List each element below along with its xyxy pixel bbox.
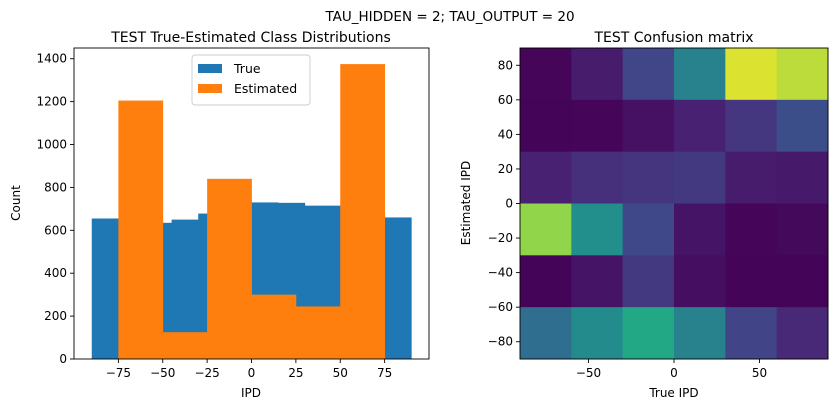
- histogram-x-tick-label: −75: [106, 366, 131, 380]
- heatmap-cell-r4-c3: [674, 255, 726, 308]
- heatmap-cell-r0-c5: [776, 48, 829, 101]
- histogram-bar-true-11: [384, 217, 412, 359]
- heatmap-cell-r3-c5: [776, 203, 829, 256]
- histogram-x-tick-label: −50: [150, 366, 175, 380]
- heatmap-y-tick-label: −40: [488, 266, 513, 280]
- heatmap-cell-r1-c4: [725, 99, 778, 153]
- heatmap-y-tick-label: 20: [498, 162, 513, 176]
- histogram-bar-estimated-4: [295, 306, 341, 359]
- heatmap-x-label: True IPD: [648, 386, 698, 400]
- histogram-y-tick-label: 0: [59, 352, 67, 366]
- heatmap-y-tick-label: −20: [488, 231, 513, 245]
- heatmap-x-tick-label: −50: [576, 366, 601, 380]
- heatmap-x-axis: −50 0 50: [576, 359, 767, 380]
- heatmap-x-tick-label: 50: [752, 366, 767, 380]
- heatmap-cell-r2-c3: [674, 151, 726, 204]
- heatmap-cell-r1-c0: [520, 99, 572, 153]
- heatmap-cell-r4-c4: [725, 255, 778, 308]
- heatmap-cell-r5-c4: [725, 307, 778, 360]
- histogram-bar-estimated-5: [340, 64, 386, 359]
- heatmap-cell-r4-c5: [776, 255, 829, 308]
- heatmap-cell-r2-c4: [725, 151, 778, 204]
- histogram-y-tick-label: 1000: [36, 138, 67, 152]
- histogram-bar-true-0: [91, 218, 119, 359]
- histogram-y-label: Count: [9, 185, 23, 221]
- legend-swatch-true: [198, 64, 222, 73]
- histogram-y-tick-label: 1400: [36, 52, 67, 66]
- histogram-y-axis: 0 200 400 600 800 1000 1200 1400: [36, 52, 74, 366]
- heatmap-cell-r0-c2: [622, 48, 675, 101]
- histogram-x-tick-label: 50: [333, 366, 348, 380]
- histogram-title: TEST True-Estimated Class Distributions: [110, 30, 391, 46]
- histogram-bar-estimated-2: [207, 178, 252, 359]
- heatmap-y-tick-label: 0: [505, 197, 513, 211]
- heatmap-y-tick-label: 60: [498, 93, 513, 107]
- histogram-x-tick-label: 25: [288, 366, 303, 380]
- histogram-bar-estimated-3: [251, 294, 297, 359]
- heatmap-cell-r2-c5: [776, 151, 829, 204]
- heatmap-cell-r3-c0: [520, 203, 572, 256]
- histogram-x-tick-label: 75: [377, 366, 392, 380]
- histogram-legend: True Estimated: [191, 54, 311, 106]
- histogram-bar-estimated-0: [118, 100, 164, 360]
- heatmap-cell-r5-c5: [776, 307, 829, 360]
- histogram-y-tick-label: 800: [44, 180, 67, 194]
- figure-suptitle: TAU_HIDDEN = 2; TAU_OUTPUT = 20: [324, 9, 574, 25]
- heatmap-y-tick-label: −60: [488, 300, 513, 314]
- heatmap-cell-r1-c2: [622, 99, 675, 153]
- heatmap-y-tick-label: −80: [488, 335, 513, 349]
- heatmap-title: TEST Confusion matrix: [593, 30, 753, 46]
- heatmap-cell-r0-c1: [571, 48, 624, 101]
- heatmap-cells: [520, 48, 829, 360]
- heatmap-y-label: Estimated IPD: [459, 161, 473, 245]
- histogram-y-tick-label: 600: [44, 223, 67, 237]
- histogram-series-estimated: [118, 64, 386, 360]
- heatmap-y-axis: −80 −60 −40 −20 0 20 40 60 80: [488, 58, 520, 349]
- heatmap-cell-r1-c5: [776, 99, 829, 153]
- heatmap-cell-r5-c1: [571, 307, 624, 360]
- histogram-y-tick-label: 200: [44, 309, 67, 323]
- histogram-x-label: IPD: [241, 386, 261, 400]
- legend-label-true: True: [233, 61, 261, 76]
- heatmap-cell-r0-c0: [520, 48, 572, 101]
- heatmap-cell-r5-c2: [622, 307, 675, 360]
- heatmap-cell-r0-c3: [674, 48, 726, 101]
- heatmap-cell-r2-c0: [520, 151, 572, 204]
- histogram-x-tick-label: 0: [248, 366, 256, 380]
- heatmap-cell-r3-c2: [622, 203, 675, 256]
- legend-swatch-estimated: [198, 84, 222, 93]
- heatmap-cell-r3-c3: [674, 203, 726, 256]
- legend-label-estimated: Estimated: [234, 81, 297, 96]
- histogram-bar-estimated-1: [162, 332, 208, 359]
- heatmap-y-tick-label: 40: [498, 127, 513, 141]
- heatmap-cell-r2-c1: [571, 151, 624, 204]
- heatmap-cell-r2-c2: [622, 151, 675, 204]
- heatmap-y-tick-label: 80: [498, 58, 513, 72]
- histogram-x-tick-label: −25: [194, 366, 219, 380]
- heatmap-cell-r4-c1: [571, 255, 624, 308]
- heatmap-cell-r3-c1: [571, 203, 624, 256]
- histogram-panel: TEST True-Estimated Class Distributions …: [9, 30, 430, 400]
- heatmap-cell-r4-c0: [520, 255, 572, 308]
- histogram-y-tick-label: 1200: [36, 95, 67, 109]
- heatmap-cell-r0-c4: [725, 48, 778, 101]
- heatmap-cell-r3-c4: [725, 203, 778, 256]
- confusion-matrix-panel: TEST Confusion matrix −50 0 50 −80 −60 −40 −2…: [459, 30, 829, 400]
- histogram-y-tick-label: 400: [44, 266, 67, 280]
- heatmap-cell-r5-c3: [674, 307, 726, 360]
- heatmap-cell-r5-c0: [520, 307, 572, 360]
- histogram-x-axis: −75 −50 −25 0 25 50 75: [106, 359, 392, 380]
- heatmap-x-tick-label: 0: [670, 366, 678, 380]
- heatmap-cell-r1-c3: [674, 99, 726, 153]
- heatmap-cell-r4-c2: [622, 255, 675, 308]
- heatmap-cell-r1-c1: [571, 99, 624, 153]
